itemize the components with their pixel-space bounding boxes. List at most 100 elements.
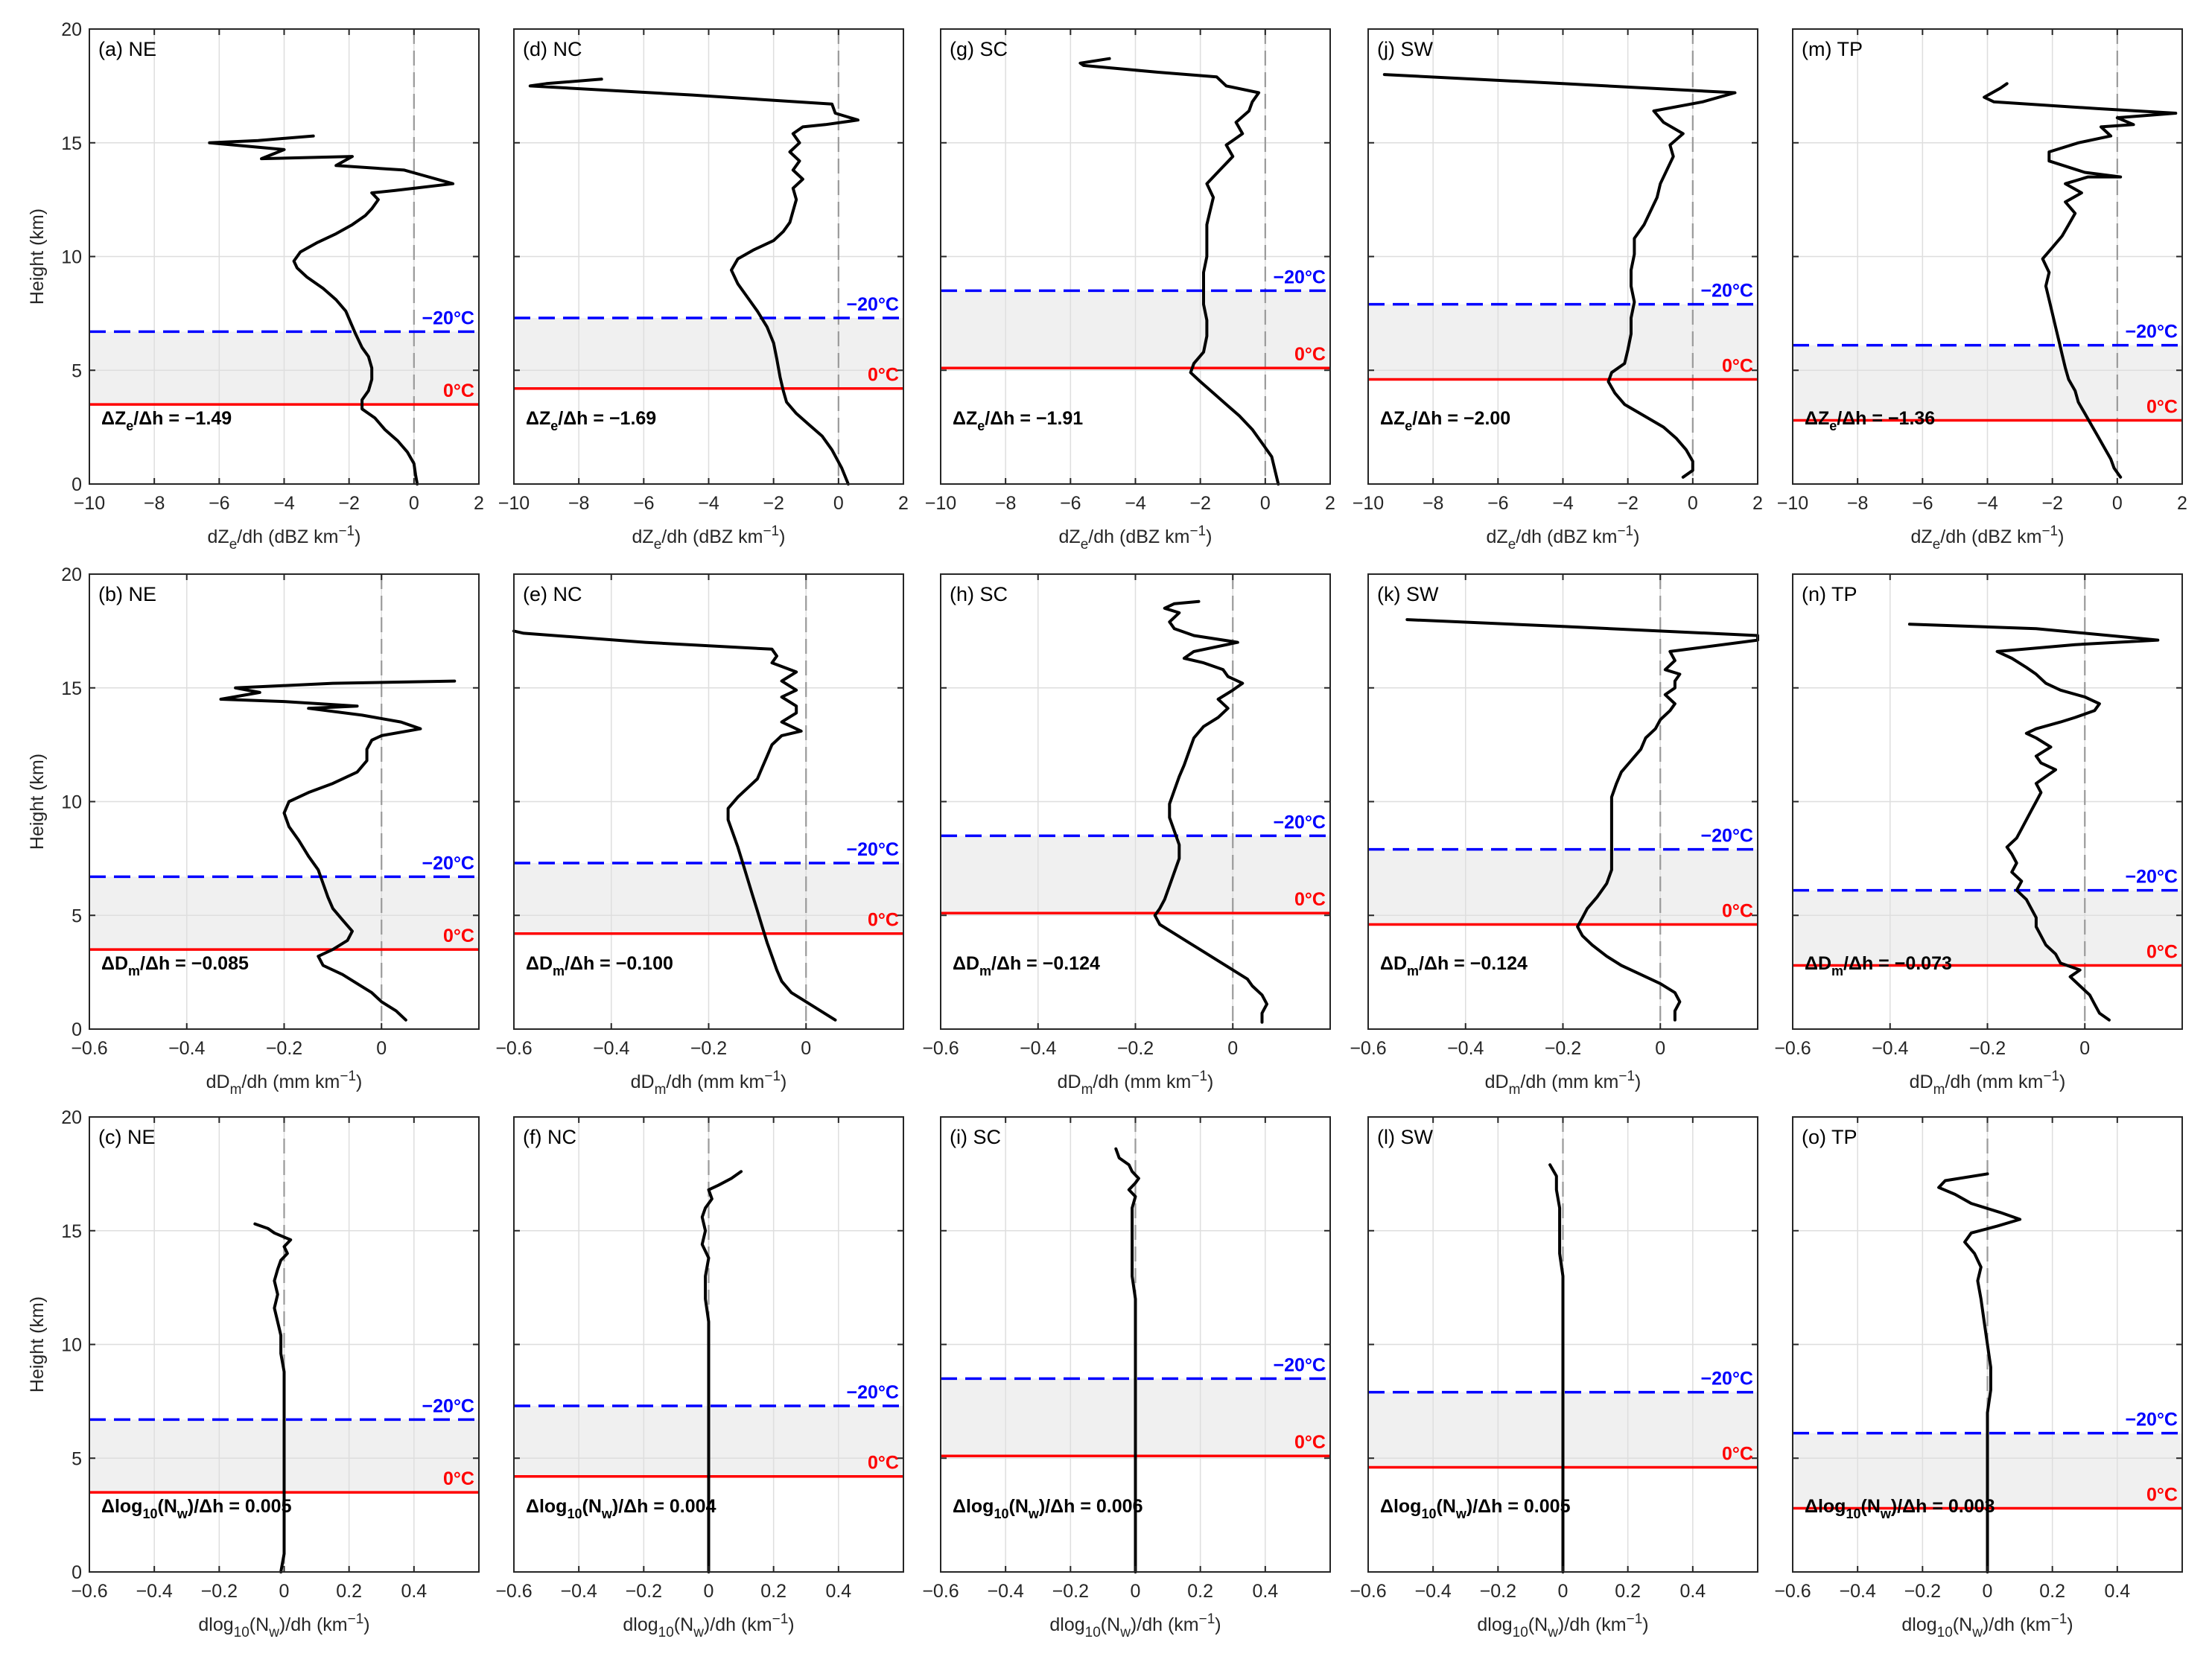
profile-line <box>1937 1172 2022 1573</box>
x-axis-label: dlog10(Nw)/dh (km−1) <box>623 1611 794 1640</box>
x-tick-label: −0.6 <box>1350 1038 1386 1059</box>
panel-title: (e) NC <box>523 583 582 605</box>
x-tick-label: −8 <box>995 493 1017 514</box>
y-tick-label: 15 <box>61 1221 82 1242</box>
x-tick-label: −0.4 <box>1839 1581 1875 1602</box>
slope-annotation: ΔDm/Δh = −0.124 <box>953 953 1100 978</box>
x-tick-label: −0.4 <box>136 1581 172 1602</box>
x-tick-label: 2 <box>1752 493 1763 514</box>
x-tick-label: −8 <box>1423 493 1444 514</box>
x-tick-label: 0.2 <box>336 1581 362 1602</box>
y-tick-label: 10 <box>61 792 82 813</box>
x-tick-label: 2 <box>1325 493 1335 514</box>
isotherm-0c-label: 0°C <box>1294 889 1326 910</box>
x-tick-label: −0.2 <box>626 1581 662 1602</box>
slope-annotation: ΔDm/Δh = −0.085 <box>101 953 249 978</box>
panel-ne-log10nw: −20°C 0°C −0.6 −0.4 −0.2 0 0.2 0.4 0 5 10 15 20 Heigh… <box>27 1107 480 1640</box>
profile-line <box>1405 618 1759 1022</box>
panel-title: (d) NC <box>523 38 582 60</box>
x-tick-label: −0.6 <box>1774 1038 1811 1059</box>
x-tick-label: −0.6 <box>71 1581 107 1602</box>
x-tick-label: −2 <box>1189 493 1211 514</box>
x-tick-label: −0.2 <box>1052 1581 1089 1602</box>
slope-annotation: Δlog10(Nw)/Δh = 0.004 <box>526 1496 716 1521</box>
y-tick-label: 15 <box>61 133 82 154</box>
x-tick-label: −0.2 <box>1969 1038 2006 1059</box>
x-tick-label: 0 <box>1558 1581 1569 1602</box>
x-tick-label: −0.4 <box>593 1038 629 1059</box>
slope-annotation: Δlog10(Nw)/Δh = 0.005 <box>101 1496 292 1521</box>
x-axis-label: dDm/dh (mm km−1) <box>206 1069 363 1098</box>
x-tick-label: −0.2 <box>1117 1038 1154 1059</box>
x-axis-label: dZe/dh (dBZ km−1) <box>1911 523 2065 553</box>
x-tick-label: 0 <box>279 1581 290 1602</box>
x-tick-label: −8 <box>1847 493 1869 514</box>
profile-line <box>512 629 837 1022</box>
x-tick-label: −0.6 <box>1350 1581 1386 1602</box>
panel-title: (g) SC <box>950 38 1008 60</box>
x-tick-label: −0.2 <box>1904 1581 1941 1602</box>
y-axis-label: Height (km) <box>27 754 48 850</box>
x-tick-label: −0.2 <box>201 1581 238 1602</box>
panel-nc-dm: −20°C 0°C −0.6 −0.4 −0.2 0 dDm/dh (mm km−1) (e)… <box>495 573 904 1098</box>
x-tick-label: 0 <box>1983 1581 1993 1602</box>
x-tick-label: −0.6 <box>922 1038 959 1059</box>
isotherm-minus20-label: −20°C <box>2126 1410 2178 1430</box>
x-tick-label: −6 <box>633 493 655 514</box>
profile-line <box>700 1170 743 1573</box>
x-tick-label: 0 <box>2112 493 2123 514</box>
slope-annotation: ΔZe/Δh = −1.49 <box>101 408 232 433</box>
x-tick-label: −0.6 <box>495 1038 532 1059</box>
isotherm-0c-label: 0°C <box>1722 900 1753 921</box>
y-tick-label: 0 <box>71 474 82 495</box>
isotherm-0c-label: 0°C <box>1294 344 1326 365</box>
x-tick-label: −0.4 <box>1872 1038 1908 1059</box>
slope-annotation: ΔZe/Δh = −1.91 <box>953 408 1083 433</box>
panel-title: (f) NC <box>523 1126 576 1148</box>
x-tick-label: 0.4 <box>1252 1581 1278 1602</box>
x-tick-label: −6 <box>1487 493 1509 514</box>
panel-title: (i) SC <box>950 1126 1001 1148</box>
x-tick-label: −10 <box>925 493 956 514</box>
x-tick-label: −0.2 <box>266 1038 302 1059</box>
x-tick-label: −0.4 <box>560 1581 597 1602</box>
panel-tp-dm: −20°C 0°C −0.6 −0.4 −0.2 0 dDm/dh (mm km−1) (n)… <box>1774 573 2183 1098</box>
x-tick-label: 0 <box>1131 1581 1141 1602</box>
x-tick-label: 0 <box>376 1038 387 1059</box>
x-tick-label: −0.6 <box>495 1581 532 1602</box>
isotherm-0c-label: 0°C <box>1722 355 1753 376</box>
x-tick-label: −2 <box>2041 493 2063 514</box>
x-tick-label: 0.4 <box>401 1581 427 1602</box>
isotherm-0c-label: 0°C <box>868 365 899 386</box>
profile-line <box>1078 57 1280 486</box>
x-tick-label: −0.4 <box>1414 1581 1451 1602</box>
panel-title: (o) TP <box>1802 1126 1857 1148</box>
x-tick-label: −0.6 <box>1774 1581 1811 1602</box>
isotherm-0c-label: 0°C <box>2146 396 2178 417</box>
x-tick-label: 0.4 <box>1679 1581 1706 1602</box>
x-tick-label: −2 <box>1617 493 1639 514</box>
y-tick-label: 5 <box>71 905 82 926</box>
x-tick-label: −8 <box>144 493 165 514</box>
x-tick-label: 0.2 <box>760 1581 786 1602</box>
panel-title: (c) NE <box>98 1126 156 1148</box>
isotherm-minus20-label: −20°C <box>422 853 474 873</box>
x-tick-label: −10 <box>1353 493 1384 514</box>
isotherm-0c-label: 0°C <box>443 381 474 401</box>
x-axis-label: dDm/dh (mm km−1) <box>1058 1069 1214 1098</box>
slope-annotation: Δlog10(Nw)/Δh = 0.005 <box>1380 1496 1571 1521</box>
isotherm-minus20-label: −20°C <box>1274 267 1326 287</box>
slope-annotation: Δlog10(Nw)/Δh = 0.006 <box>953 1496 1142 1521</box>
panel-sw-dm: −20°C 0°C −0.6 −0.4 −0.2 0 dDm/dh (mm km−1) (k)… <box>1350 573 1759 1098</box>
x-tick-label: 0.2 <box>2039 1581 2065 1602</box>
y-tick-label: 20 <box>61 19 82 40</box>
y-axis-label: Height (km) <box>27 208 48 305</box>
y-tick-label: 5 <box>71 360 82 381</box>
isotherm-minus20-label: −20°C <box>847 1382 899 1403</box>
x-axis-label: dDm/dh (mm km−1) <box>631 1069 787 1098</box>
x-tick-label: −0.6 <box>71 1038 107 1059</box>
y-axis-label: Height (km) <box>27 1296 48 1392</box>
panel-title: (b) NE <box>98 583 156 605</box>
isotherm-minus20-label: −20°C <box>2126 867 2178 888</box>
